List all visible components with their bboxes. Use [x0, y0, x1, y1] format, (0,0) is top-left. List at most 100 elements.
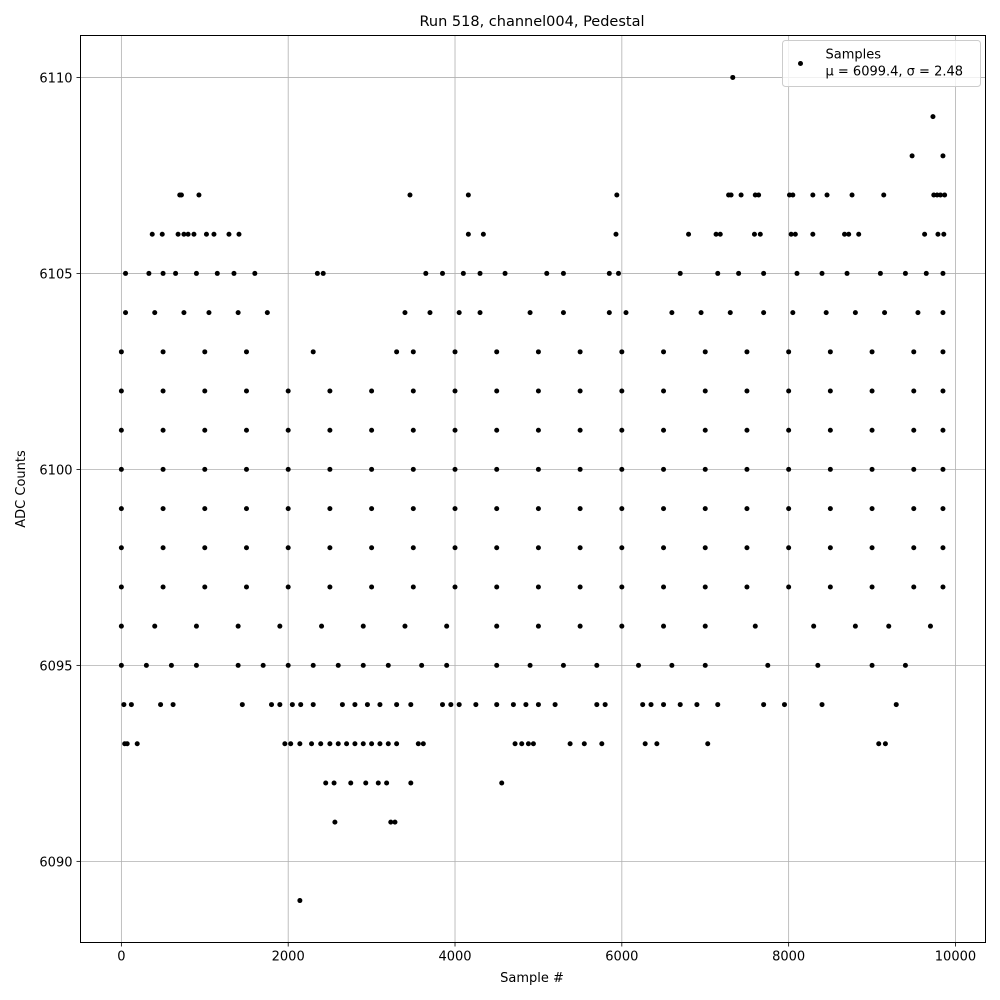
data-point: [736, 270, 742, 276]
points: [118, 74, 948, 904]
x-tick-label: 2000: [272, 950, 305, 965]
data-point: [869, 349, 875, 355]
data-point: [846, 231, 852, 237]
data-point: [494, 545, 500, 551]
data-point: [124, 741, 130, 747]
data-point: [191, 231, 197, 237]
data-point: [193, 662, 199, 668]
data-point: [285, 427, 291, 433]
data-point: [444, 662, 450, 668]
data-point: [677, 270, 683, 276]
data-point: [786, 349, 792, 355]
data-point: [744, 427, 750, 433]
data-point: [384, 780, 390, 786]
data-point: [927, 623, 933, 629]
data-point: [911, 466, 917, 472]
data-point: [577, 427, 583, 433]
data-point: [852, 310, 858, 316]
data-point: [702, 623, 708, 629]
data-point: [827, 506, 833, 512]
data-point: [613, 231, 619, 237]
data-point: [235, 310, 241, 316]
data-point: [494, 466, 500, 472]
data-point: [940, 506, 946, 512]
data-point: [452, 545, 458, 551]
data-point: [235, 623, 241, 629]
data-point: [661, 545, 667, 551]
data-point: [118, 623, 124, 629]
data-point: [202, 466, 208, 472]
data-point: [810, 192, 816, 198]
data-point: [744, 506, 750, 512]
data-point: [751, 231, 757, 237]
data-point: [827, 388, 833, 394]
data-point: [309, 741, 315, 747]
data-point: [781, 702, 787, 708]
data-point: [239, 702, 245, 708]
data-point: [744, 349, 750, 355]
data-point: [761, 702, 767, 708]
grid: [80, 35, 986, 943]
data-point: [415, 741, 421, 747]
data-point: [642, 741, 648, 747]
y-tick-label: 6095: [39, 659, 72, 674]
data-point: [535, 545, 541, 551]
data-point: [243, 427, 249, 433]
data-point: [940, 427, 946, 433]
data-point: [661, 349, 667, 355]
data-point: [715, 270, 721, 276]
data-point: [886, 623, 892, 629]
data-point: [420, 741, 426, 747]
data-point: [282, 741, 288, 747]
data-point: [761, 270, 767, 276]
data-point: [636, 662, 642, 668]
data-point: [911, 388, 917, 394]
data-point: [473, 702, 479, 708]
data-point: [118, 506, 124, 512]
data-point: [152, 310, 158, 316]
data-point: [702, 662, 708, 668]
data-point: [178, 192, 184, 198]
data-point: [599, 741, 605, 747]
data-point: [173, 270, 179, 276]
y-tick-label: 6090: [39, 855, 72, 870]
data-point: [385, 662, 391, 668]
data-point: [765, 662, 771, 668]
data-point: [214, 270, 220, 276]
data-point: [869, 545, 875, 551]
data-point: [698, 310, 704, 316]
data-point: [143, 662, 149, 668]
data-point: [594, 662, 600, 668]
data-point: [619, 427, 625, 433]
data-point: [159, 231, 165, 237]
data-point: [285, 545, 291, 551]
data-point: [869, 466, 875, 472]
data-point: [327, 545, 333, 551]
data-point: [158, 702, 164, 708]
data-point: [327, 741, 333, 747]
data-point: [940, 270, 946, 276]
data-point: [181, 310, 187, 316]
data-point: [940, 545, 946, 551]
data-point: [226, 231, 232, 237]
data-point: [149, 231, 155, 237]
data-point: [911, 506, 917, 512]
data-point: [314, 270, 320, 276]
data-point: [348, 780, 354, 786]
data-point: [410, 545, 416, 551]
data-point: [408, 702, 414, 708]
data-point: [202, 349, 208, 355]
data-point: [440, 702, 445, 708]
data-point: [823, 310, 829, 316]
x-axis-label: Sample #: [500, 971, 564, 986]
data-point: [494, 349, 500, 355]
data-point: [243, 466, 249, 472]
data-point: [419, 662, 425, 668]
data-point: [811, 623, 817, 629]
data-point: [940, 349, 946, 355]
data-point: [369, 466, 375, 472]
data-point: [527, 662, 533, 668]
data-point: [118, 545, 124, 551]
data-point: [211, 231, 217, 237]
data-point: [170, 702, 176, 708]
